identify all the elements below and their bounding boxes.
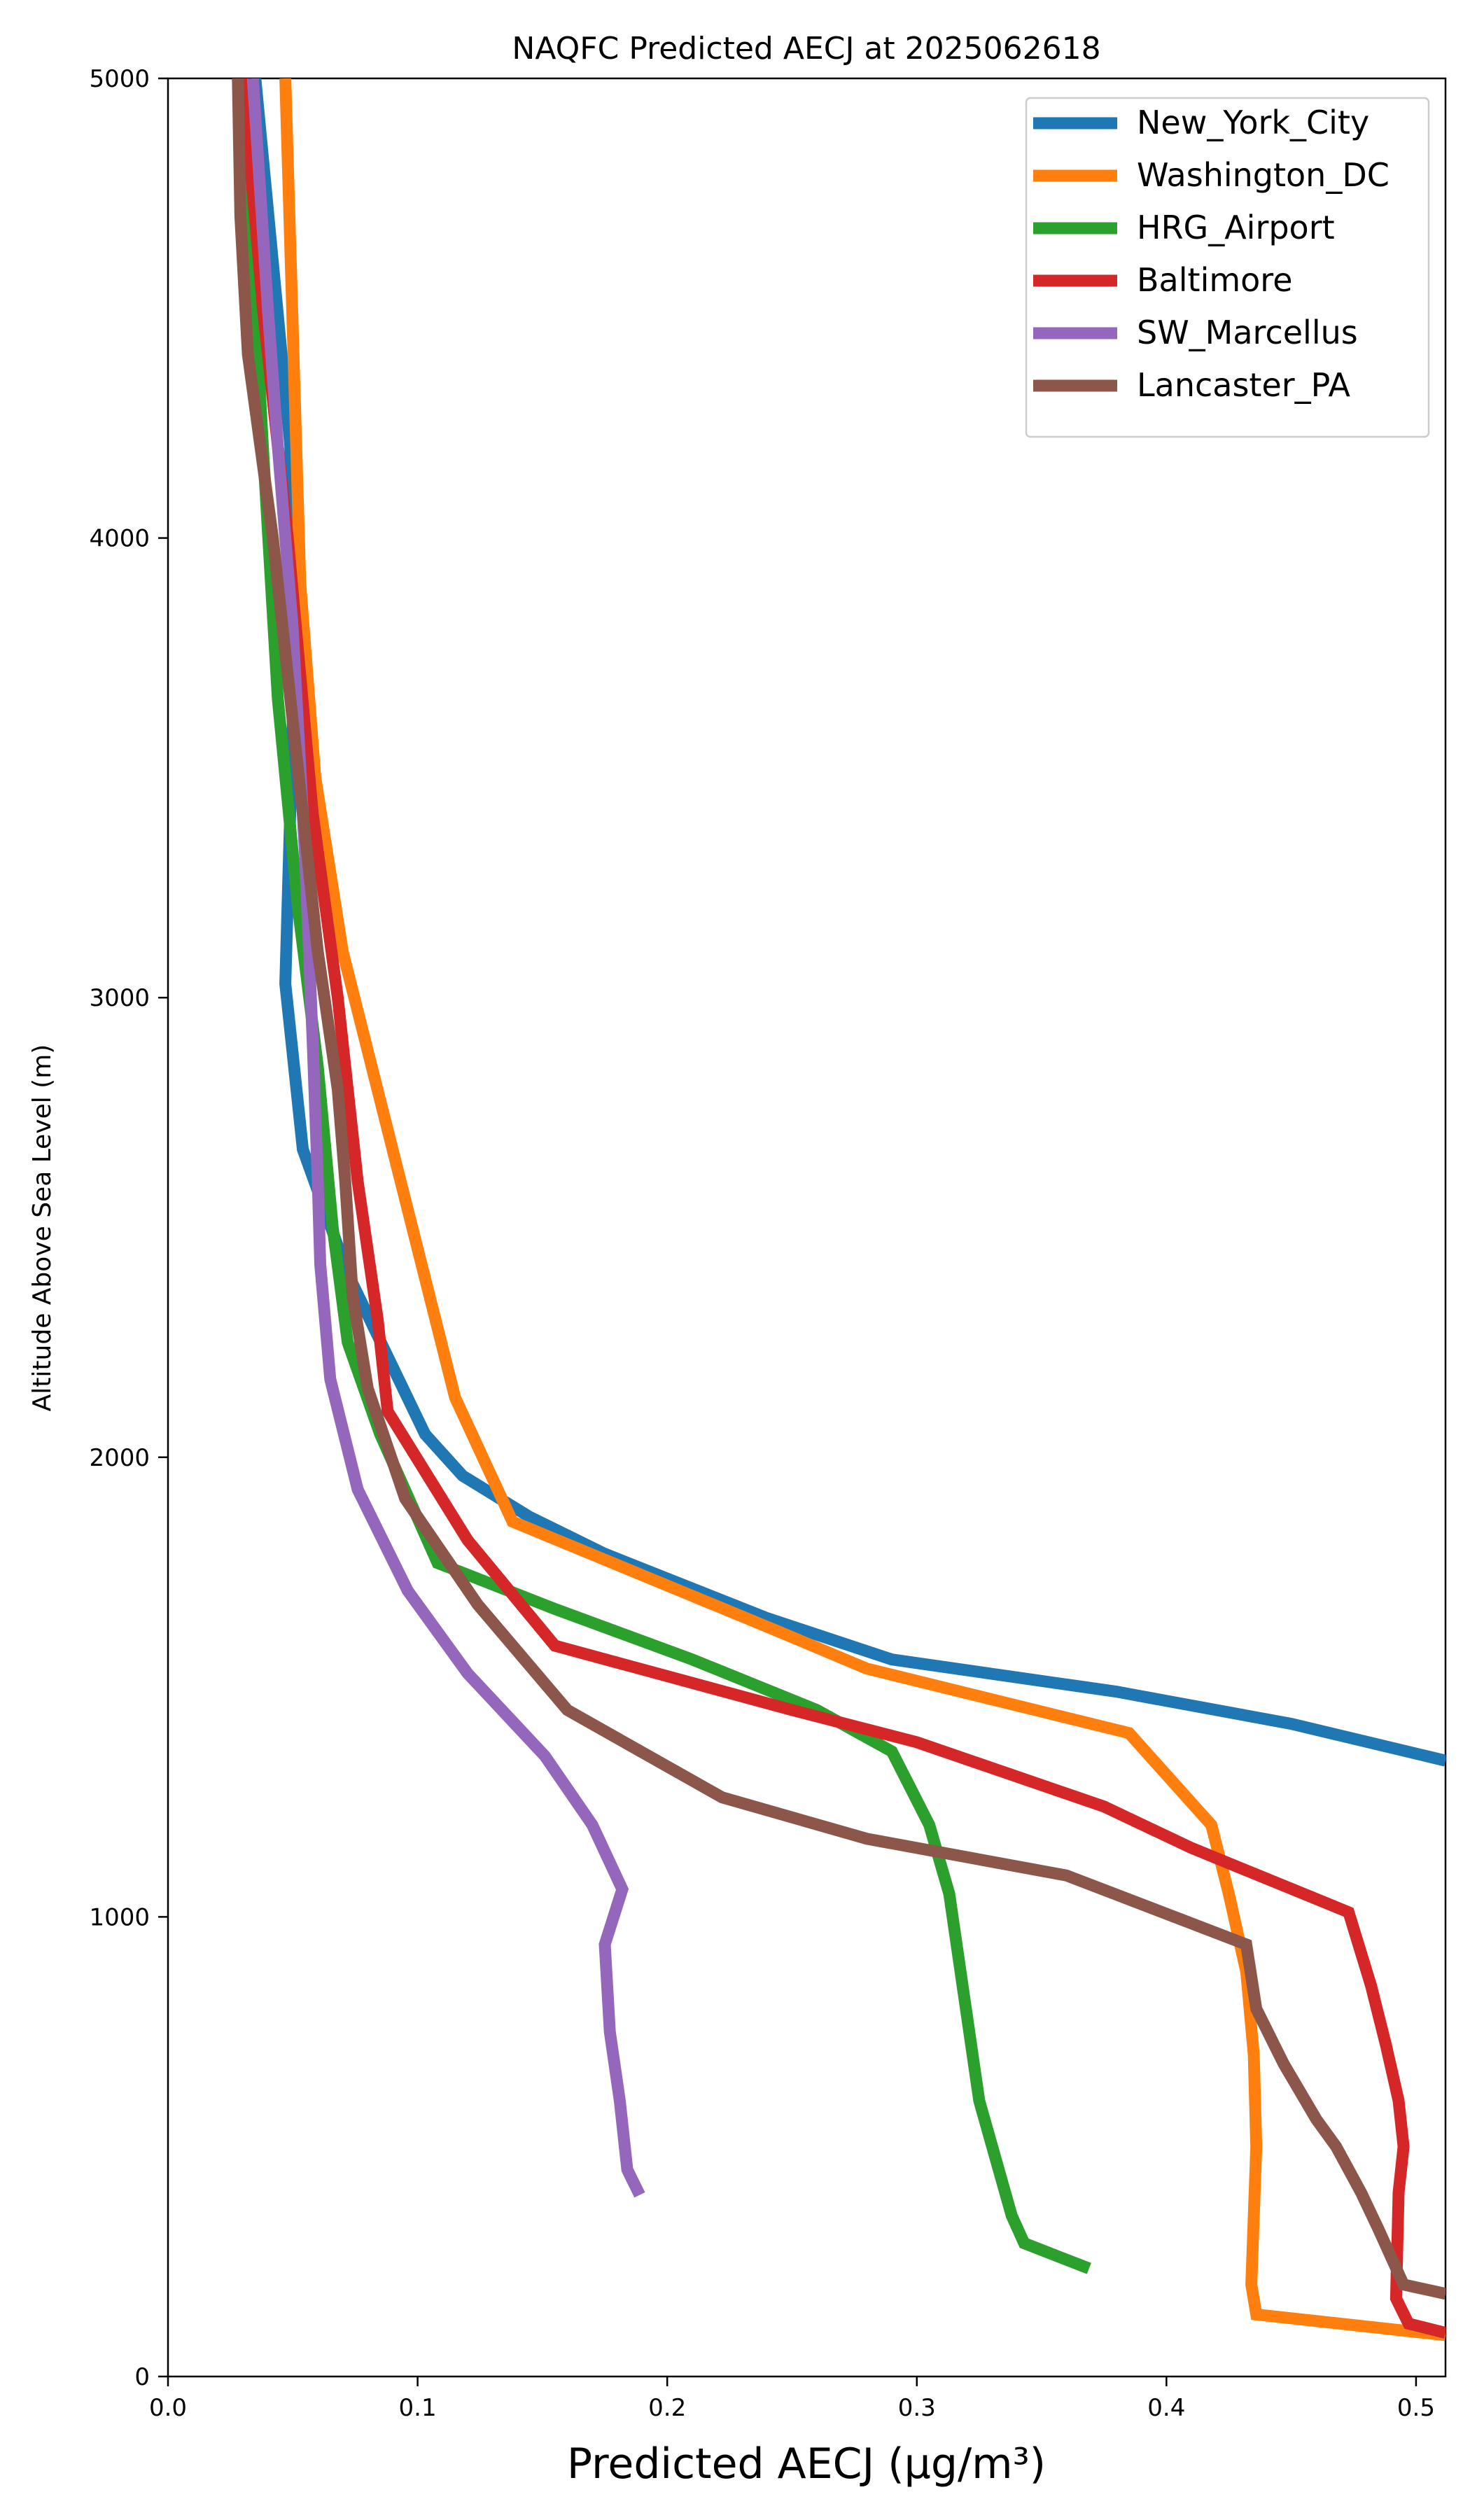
series-layer xyxy=(232,78,1446,2342)
x-axis-label: Predicted AECJ (μg/m³) xyxy=(567,2440,1046,2488)
y-tick-label: 1000 xyxy=(89,1903,150,1931)
y-axis-label: Altitude Above Sea Level (m) xyxy=(28,1044,57,1412)
plot-frame xyxy=(167,77,1447,2378)
x-tick-label: 0.1 xyxy=(399,2394,437,2422)
x-tick-label: 0.3 xyxy=(898,2394,936,2422)
x-tick-label: 0.2 xyxy=(648,2394,686,2422)
legend-label: Lancaster_PA xyxy=(1137,366,1350,404)
plot-area xyxy=(167,77,1447,2378)
series-line-washington-dc xyxy=(279,78,1446,2342)
legend-label: HRG_Airport xyxy=(1137,209,1335,246)
legend-label: Baltimore xyxy=(1137,261,1293,299)
legend-box xyxy=(1025,97,1430,438)
series-line-sw-marcellus xyxy=(246,78,645,2198)
y-axis: 0 1000 2000 3000 4000 5000 xyxy=(89,65,168,2391)
y-tick-label: 4000 xyxy=(89,525,150,553)
x-tick-label: 0.0 xyxy=(149,2394,187,2422)
legend-label: Washington_DC xyxy=(1137,156,1390,194)
legend: New_York_City Washington_DC HRG_Airport Bal… xyxy=(1025,97,1430,438)
chart-title: NAQFC Predicted AECJ at 2025062618 xyxy=(512,31,1100,66)
series-line-hrg-airport xyxy=(237,78,1091,2274)
legend-label: SW_Marcellus xyxy=(1137,314,1358,351)
series-line-lancaster-pa xyxy=(232,78,1446,2300)
series-line-baltimore xyxy=(237,78,1446,2339)
legend-label: New_York_City xyxy=(1137,104,1369,141)
y-tick-label: 0 xyxy=(134,2363,150,2391)
x-tick-label: 0.4 xyxy=(1147,2394,1185,2422)
y-tick-label: 5000 xyxy=(89,65,150,93)
y-tick-label: 3000 xyxy=(89,984,150,1012)
x-axis: 0.0 0.1 0.2 0.3 0.4 0.5 xyxy=(149,2376,1435,2422)
x-tick-label: 0.5 xyxy=(1397,2394,1435,2422)
y-tick-label: 2000 xyxy=(89,1444,150,1472)
